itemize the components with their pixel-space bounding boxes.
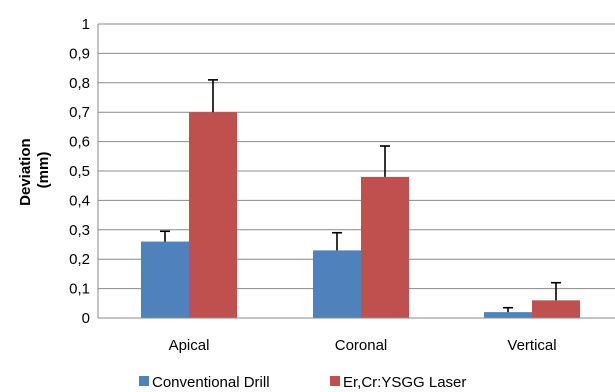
bars (141, 112, 580, 318)
bar-er-cr-ysgg-laser-coronal (361, 176, 409, 318)
y-tick-label: 0,9 (69, 45, 90, 62)
y-tick-label: 0,4 (69, 192, 90, 209)
bar-conventional-drill-vertical (484, 312, 532, 318)
x-tick-label: Coronal (335, 337, 388, 354)
legend: Conventional Drill Er,Cr:YSGG Laser (139, 374, 466, 391)
y-tick-label: 0 (82, 310, 90, 327)
bar-er-cr-ysgg-laser-vertical (532, 300, 580, 318)
bar-conventional-drill-coronal (313, 250, 361, 318)
x-tick-label: Apical (169, 337, 210, 354)
y-tick-label: 1 (82, 16, 90, 33)
y-axis-label-line1: Deviation (17, 138, 34, 206)
y-axis-label-line2: (mm) (35, 152, 52, 189)
axes (97, 24, 615, 319)
y-tick-label: 0,8 (69, 75, 90, 92)
legend-swatch-conventional-drill (139, 376, 149, 386)
y-tick-label: 0,3 (69, 222, 90, 239)
x-tick-labels: Apical Coronal Vertical (169, 337, 557, 354)
bar-er-cr-ysgg-laser-apical (189, 112, 237, 318)
y-tick-label: 0,1 (69, 281, 90, 298)
legend-label-laser: Er,Cr:YSGG Laser (343, 374, 466, 391)
y-tick-label: 0,7 (69, 104, 90, 121)
legend-label-conventional-drill: Conventional Drill (152, 374, 270, 391)
error-bars (160, 79, 561, 313)
y-tick-label: 0,5 (69, 163, 90, 180)
x-tick-label: Vertical (507, 337, 556, 354)
y-tick-label: 0,6 (69, 134, 90, 151)
legend-swatch-laser (330, 376, 340, 386)
y-axis-label: Deviation (mm) (17, 134, 52, 206)
y-tick-labels: 0 0,1 0,2 0,3 0,4 0,5 0,6 0,7 0,8 0,9 1 (69, 16, 90, 327)
bar-conventional-drill-apical (141, 241, 189, 318)
y-tick-label: 0,2 (69, 251, 90, 268)
